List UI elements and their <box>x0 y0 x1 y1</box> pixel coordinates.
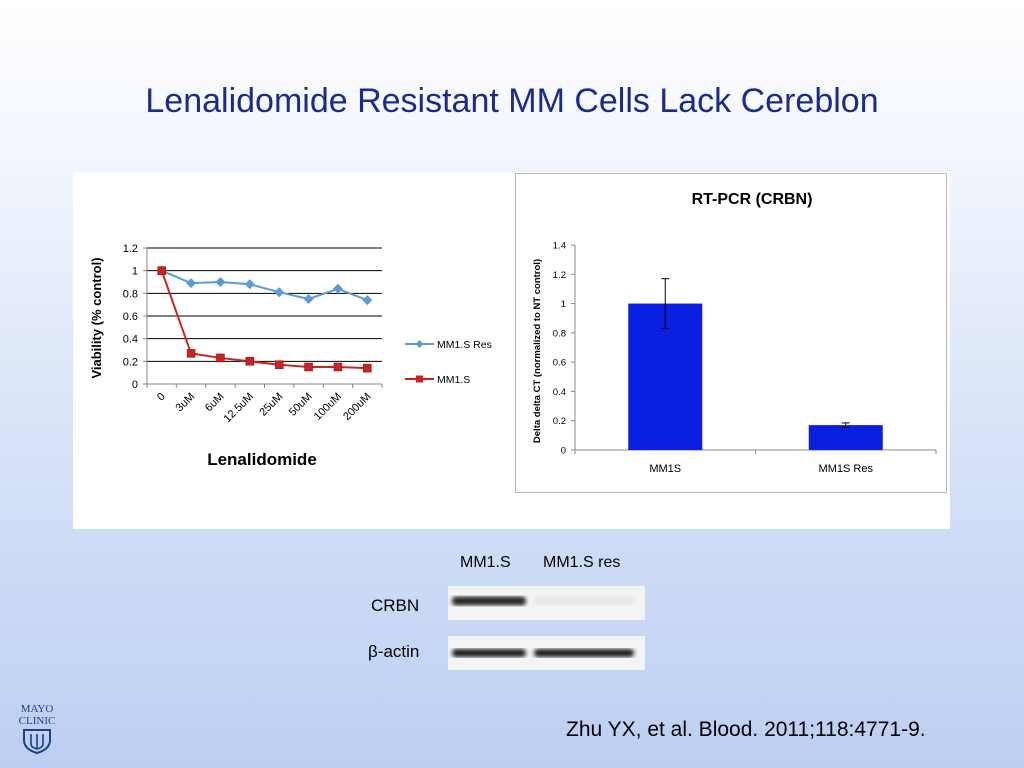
legend-label: MM1.S <box>437 374 470 386</box>
y-tick-label: 0.2 <box>123 356 138 368</box>
blot-row-label-crbn: CRBN <box>371 596 420 615</box>
bar-chart-title: RT-PCR (CRBN) <box>692 191 813 208</box>
blot-lane-label-mm1s-res: MM1.S res <box>543 554 621 571</box>
bar-y-tick-label: 1.2 <box>553 270 566 281</box>
y-tick-label: 0.6 <box>123 311 138 323</box>
blot-row-label-actin: β-actin <box>368 642 420 661</box>
series-line-mm1s <box>160 270 368 370</box>
bar-y-tick-label: 0.2 <box>553 416 566 427</box>
bar-y-tick-label: 0.4 <box>553 387 566 398</box>
data-point-mm1s <box>274 360 284 369</box>
mayo-clinic-logo: MAYO CLINIC <box>12 703 62 757</box>
data-point-mm1s <box>245 357 255 366</box>
bar-x-tick-label: MM1S <box>649 463 681 475</box>
data-point-mm1s <box>363 363 372 373</box>
bar-y-tick-label: 1 <box>561 299 566 310</box>
y-tick-label: 1.2 <box>123 243 138 255</box>
logo-text-mayo: MAYO <box>20 703 54 715</box>
bar-x-tick-label: MM1S Res <box>819 463 874 475</box>
x-tick-label: 12.5uM <box>221 391 255 425</box>
x-tick-label: 3uM <box>174 391 198 415</box>
legend-marker <box>415 340 424 348</box>
blot-strip-actin <box>448 636 645 670</box>
bar-mm1s-res <box>808 425 883 450</box>
bar-y-tick-label: 0 <box>561 446 566 457</box>
data-point-mm1s <box>186 349 196 358</box>
blot-lane-label-mm1s: MM1.S <box>460 554 511 571</box>
y-axis-label: Viability (% control) <box>89 257 104 378</box>
x-tick-label: 100uM <box>312 391 344 423</box>
slide-title: Lenalidomide Resistant MM Cells Lack Cer… <box>145 82 879 120</box>
data-point-mm1s-res <box>332 283 343 294</box>
data-point-mm1s <box>216 353 225 363</box>
x-axis-label: Lenalidomide <box>207 450 317 469</box>
data-point-mm1s-res <box>186 278 197 289</box>
data-point-mm1s-res <box>215 277 226 287</box>
legend-label: MM1.S Res <box>437 339 492 351</box>
blot-band <box>534 596 634 606</box>
y-tick-label: 0 <box>132 379 138 391</box>
x-tick-label: 0 <box>155 391 168 404</box>
bar-y-tick-label: 0.8 <box>553 328 566 339</box>
data-point-mm1s <box>304 362 313 372</box>
citation: Zhu YX, et al. Blood. 2011;118:4771-9. <box>566 718 926 741</box>
blot-band <box>452 649 526 657</box>
data-point-mm1s <box>157 266 166 275</box>
data-point-mm1s-res <box>362 295 373 306</box>
series-line-mm1s-res <box>161 269 368 302</box>
blot-band <box>452 596 526 606</box>
y-tick-label: 1 <box>132 266 138 278</box>
bar-y-axis-label: Delta delta CT (normalized to NT control… <box>532 259 543 443</box>
logo-text-clinic: CLINIC <box>18 715 56 727</box>
x-tick-label: 200uM <box>341 391 373 423</box>
y-tick-label: 0.4 <box>123 334 138 346</box>
shield-icon <box>23 729 51 755</box>
rt-pcr-bar-chart: RT-PCR (CRBN) Delta delta CT (normalized… <box>532 191 937 475</box>
bar-y-tick-label: 1.4 <box>553 241 566 252</box>
x-tick-label: 6uM <box>203 391 227 415</box>
y-tick-label: 0.8 <box>123 288 138 300</box>
blot-band <box>534 649 634 657</box>
bar-y-tick-label: 0.6 <box>553 358 566 369</box>
rt-pcr-chart-box: RT-PCR (CRBN) Delta delta CT (normalized… <box>515 173 947 493</box>
data-point-mm1s <box>333 362 343 372</box>
data-point-mm1s-res <box>303 294 314 304</box>
blot-strip-crbn <box>448 586 645 620</box>
legend-marker <box>416 375 423 383</box>
data-point-mm1s-res <box>274 287 285 298</box>
x-tick-label: 25uM <box>257 391 285 419</box>
data-point-mm1s-res <box>244 279 255 290</box>
